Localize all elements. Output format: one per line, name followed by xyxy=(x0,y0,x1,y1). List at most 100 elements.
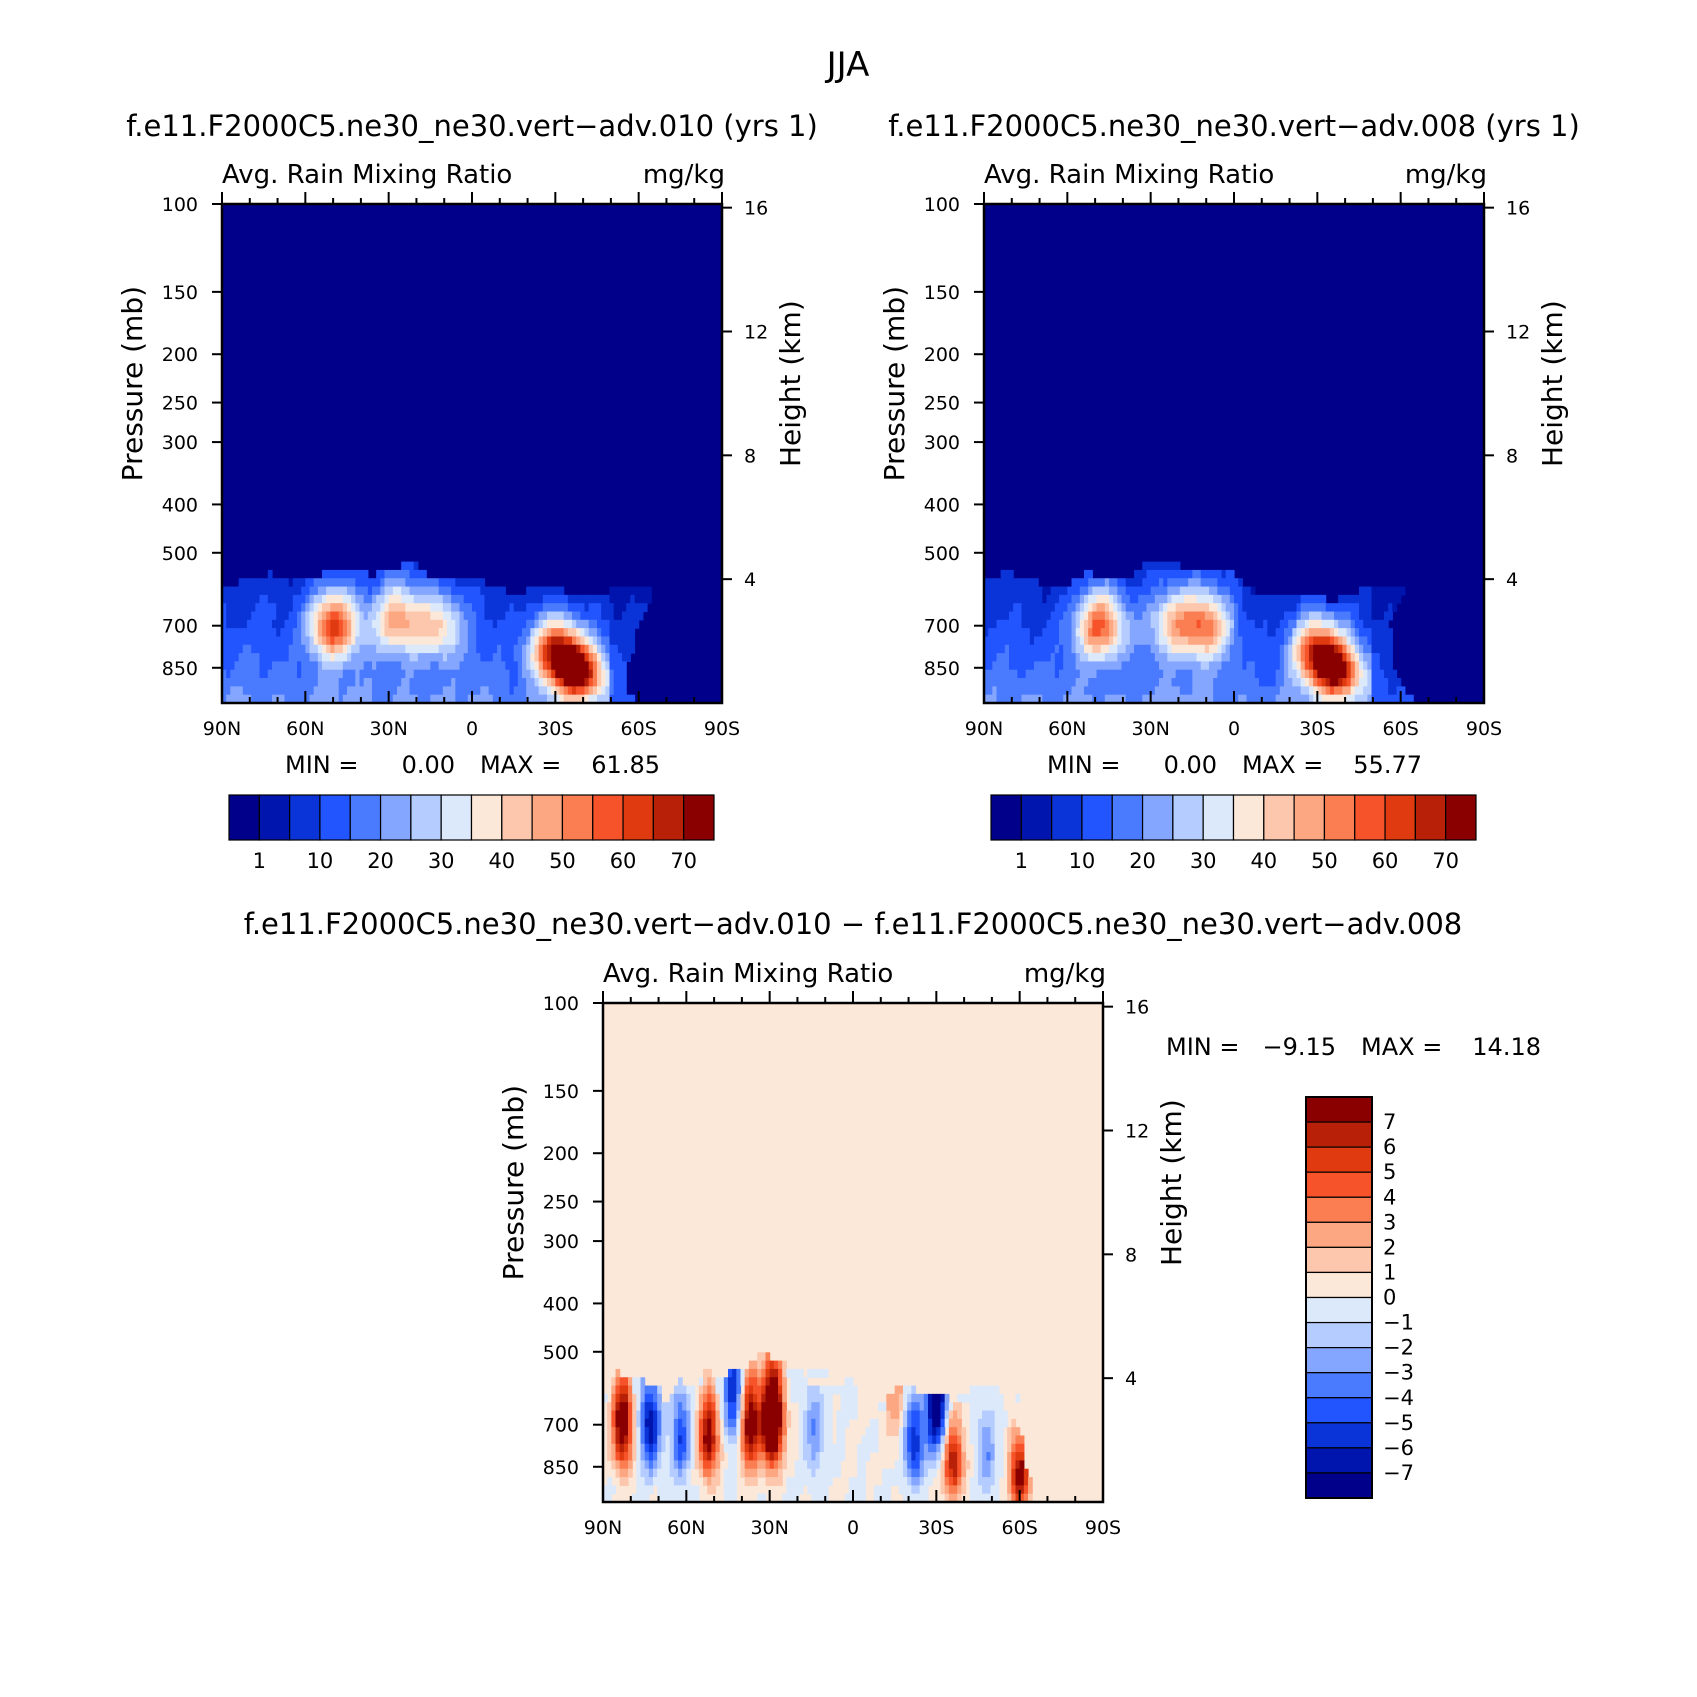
heatmap-cell xyxy=(1171,669,1177,679)
heatmap-cell xyxy=(634,611,640,621)
heatmap-cell xyxy=(778,1385,783,1395)
heatmap-cell xyxy=(530,611,536,621)
heatmap-cell xyxy=(1011,1485,1017,1495)
heatmap-cell xyxy=(422,594,427,604)
heatmap-cell xyxy=(1092,603,1098,613)
heatmap-cell xyxy=(580,603,586,613)
max-value: 14.18 xyxy=(1472,1033,1541,1061)
heatmap-cell xyxy=(1138,569,1143,579)
heatmap-cell xyxy=(948,1402,954,1412)
heatmap-cell xyxy=(1038,603,1043,613)
heatmap-cell xyxy=(430,586,436,596)
heatmap-cell xyxy=(359,661,365,671)
heatmap-cell xyxy=(476,669,481,679)
min-label: MIN = xyxy=(1047,751,1120,779)
heatmap-cell xyxy=(1392,686,1398,696)
heatmap-cell xyxy=(530,636,536,646)
heatmap-cell xyxy=(530,678,536,687)
heatmap-cell xyxy=(222,619,227,629)
heatmap-cell xyxy=(1313,661,1318,671)
heatmap-cell xyxy=(580,678,586,687)
heatmap-cell xyxy=(517,661,523,671)
heatmap-cell xyxy=(613,619,619,629)
heatmap-cell xyxy=(376,628,381,638)
heatmap-cell xyxy=(707,1393,712,1403)
heatmap-cell xyxy=(1046,603,1052,613)
heatmap-cell xyxy=(765,1410,771,1420)
heatmap-cell xyxy=(551,644,556,654)
heatmap-cell xyxy=(292,611,298,621)
heatmap-cell xyxy=(276,644,281,654)
heatmap-cell xyxy=(1059,653,1064,663)
heatmap-cell xyxy=(351,619,356,629)
heatmap-cell xyxy=(1163,669,1168,679)
x-tick-label: 90N xyxy=(965,718,1003,740)
heatmap-cell xyxy=(940,1460,946,1470)
heatmap-cell xyxy=(1229,594,1235,604)
heatmap-cell xyxy=(648,1452,654,1462)
max-value: 61.85 xyxy=(591,751,660,779)
heatmap-cell xyxy=(1184,686,1189,696)
heatmap-cell xyxy=(732,1418,737,1428)
heatmap-cell xyxy=(1125,694,1131,703)
heatmap-cell xyxy=(413,586,419,596)
heatmap-cell xyxy=(711,1452,717,1462)
heatmap-cell xyxy=(301,628,306,638)
heatmap-cell xyxy=(384,661,390,671)
heatmap-cell xyxy=(1071,578,1077,588)
heatmap-cell xyxy=(588,636,594,646)
heatmap-cell xyxy=(1267,594,1273,604)
heatmap-cell xyxy=(584,661,590,671)
heatmap-cell xyxy=(923,1427,929,1437)
heatmap-cell xyxy=(355,578,361,588)
heatmap-cell xyxy=(803,1460,808,1470)
heatmap-cell xyxy=(973,1427,979,1437)
heatmap-cell xyxy=(272,678,277,687)
heatmap-cell xyxy=(413,619,419,629)
heatmap-cell xyxy=(1300,603,1306,613)
heatmap-cell xyxy=(1284,636,1289,646)
heatmap-cell xyxy=(728,1418,733,1428)
heatmap-cell xyxy=(1142,619,1148,629)
heatmap-cell xyxy=(1150,619,1156,629)
heatmap-cell xyxy=(811,1468,817,1478)
heatmap-cell xyxy=(848,1402,854,1412)
heatmap-cell xyxy=(367,603,373,613)
heatmap-cell xyxy=(1229,678,1235,687)
heatmap-cell xyxy=(669,1477,675,1486)
heatmap-cell xyxy=(509,669,515,679)
heatmap-cell xyxy=(1175,678,1181,687)
heatmap-cell xyxy=(1388,628,1393,638)
heatmap-cell xyxy=(782,1427,787,1437)
heatmap-cell xyxy=(769,1377,775,1387)
colorbar-label: −2 xyxy=(1383,1336,1414,1360)
heatmap-cell xyxy=(1200,594,1206,604)
heatmap-cell xyxy=(538,611,544,621)
heatmap-cell xyxy=(907,1393,912,1403)
heatmap-cell xyxy=(422,644,427,654)
heatmap-cell xyxy=(363,669,369,679)
heatmap-cell xyxy=(1092,586,1098,596)
heatmap-cell xyxy=(740,1468,746,1478)
heatmap-cell xyxy=(990,1402,996,1412)
heatmap-cell xyxy=(673,1410,679,1420)
heatmap-cell xyxy=(723,1485,729,1495)
heatmap-cell xyxy=(305,603,311,613)
heatmap-cell xyxy=(388,669,394,679)
heatmap-cell xyxy=(426,586,431,596)
heatmap-cell xyxy=(438,578,444,588)
heatmap-cell xyxy=(526,661,531,671)
heatmap-cell xyxy=(1029,661,1035,671)
heatmap-cell xyxy=(1179,594,1185,604)
heatmap-cell xyxy=(430,644,436,654)
heatmap-cell xyxy=(648,1485,654,1495)
heatmap-cell xyxy=(417,611,423,621)
heatmap-cell xyxy=(919,1485,925,1495)
heatmap-cell xyxy=(276,628,281,638)
heatmap-cell xyxy=(588,619,594,629)
heatmap-cell xyxy=(263,594,269,604)
colorbar-box xyxy=(622,794,654,841)
heatmap-cell xyxy=(397,603,402,613)
heatmap-cell xyxy=(484,603,490,613)
heatmap-cell xyxy=(455,611,461,621)
